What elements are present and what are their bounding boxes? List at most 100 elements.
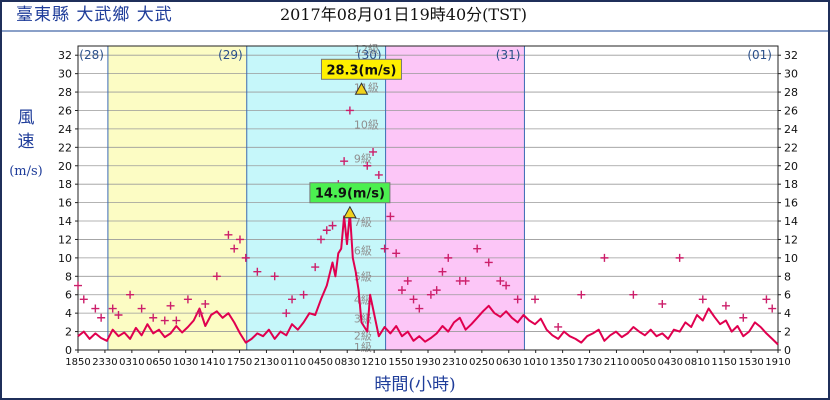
gust-point-66: [768, 304, 777, 313]
gust-point-56: [554, 322, 563, 331]
gust-point-54: [513, 295, 522, 304]
y-tick-right-15: 30: [784, 68, 798, 81]
y-tick-left-12: 24: [58, 123, 72, 136]
y-tick-right-13: 26: [784, 104, 798, 117]
x-tick-label-10: 0830: [335, 357, 360, 368]
gust-point-14: [201, 299, 210, 308]
x-tick-label-24: 1150: [711, 357, 736, 368]
gust-point-50: [473, 244, 482, 253]
gust-point-17: [230, 244, 239, 253]
gust-point-6: [126, 290, 135, 299]
gust-point-4: [108, 304, 117, 313]
gust-point-7: [137, 304, 146, 313]
mean-max-marker: [343, 205, 357, 219]
gust-point-42: [409, 295, 418, 304]
y-tick-right-4: 8: [784, 270, 791, 283]
day-label-1: (29): [218, 48, 243, 62]
gust-point-20: [253, 267, 262, 276]
gust-point-5: [114, 310, 123, 319]
mean-max-label: 14.9(m/s): [315, 187, 385, 202]
title-divider: [2, 30, 828, 32]
gust-point-64: [739, 313, 748, 322]
y-tick-left-2: 4: [65, 307, 72, 320]
gust-point-27: [322, 226, 331, 235]
day-band-4: [524, 46, 778, 350]
y-tick-left-6: 12: [58, 233, 72, 246]
gust-point-15: [212, 272, 221, 281]
observation-datetime: 2017年08月01日19時40分(TST): [280, 5, 527, 24]
gust-point-8: [149, 313, 158, 322]
y-tick-left-9: 18: [58, 178, 72, 191]
gust-point-38: [386, 212, 395, 221]
x-tick-label-3: 0650: [146, 357, 171, 368]
y-tick-left-16: 32: [58, 49, 72, 62]
beaufort-label-4: 5級: [354, 270, 372, 283]
x-tick-label-11: 1210: [361, 357, 386, 368]
gust-point-13: [195, 309, 204, 318]
y-axis-unit: (m/s): [9, 164, 43, 179]
beaufort-label-6: 7級: [354, 216, 372, 229]
gust-point-18: [235, 235, 244, 244]
beaufort-label-8: 9級: [354, 152, 372, 165]
gust-point-23: [288, 295, 297, 304]
y-axis-char-1: 風: [17, 108, 35, 128]
x-tick-label-23: 0810: [685, 357, 710, 368]
gust-point-62: [698, 295, 707, 304]
gust-point-16: [224, 230, 233, 239]
y-tick-right-5: 10: [784, 252, 798, 265]
gust-point-21: [270, 272, 279, 281]
y-tick-left-14: 28: [58, 86, 72, 99]
gust-point-36: [374, 170, 383, 179]
gust-point-65: [762, 295, 771, 304]
day-label-2: (30): [357, 48, 382, 62]
x-tick-label-8: 0110: [281, 357, 306, 368]
gust-point-26: [316, 235, 325, 244]
gust-point-46: [438, 267, 447, 276]
gust-max-label: 28.3(m/s): [326, 63, 396, 78]
x-tick-label-15: 0250: [469, 357, 494, 368]
y-tick-right-12: 24: [784, 123, 798, 136]
y-tick-right-14: 28: [784, 86, 798, 99]
gust-point-22: [282, 309, 291, 318]
y-tick-left-5: 10: [58, 252, 72, 265]
beaufort-label-5: 6級: [354, 245, 372, 258]
gust-point-61: [675, 253, 684, 262]
x-tick-label-16: 0630: [496, 357, 521, 368]
x-tick-label-0: 1850: [65, 357, 90, 368]
y-tick-right-16: 32: [784, 49, 798, 62]
gust-point-2: [91, 304, 100, 313]
x-tick-label-9: 0450: [308, 357, 333, 368]
x-axis-title: 時間(小時): [374, 375, 456, 395]
x-tick-label-19: 1730: [577, 357, 602, 368]
beaufort-label-11: 12級: [354, 43, 379, 56]
x-tick-label-22: 0430: [658, 357, 683, 368]
gust-point-58: [600, 253, 609, 262]
gust-point-49: [461, 276, 470, 285]
mean-wind-line: [77, 211, 779, 346]
day-label-3: (31): [496, 48, 521, 62]
x-tick-label-20: 2110: [604, 357, 629, 368]
x-tick-label-21: 0050: [631, 357, 656, 368]
gust-point-43: [415, 304, 424, 313]
y-axis-title: 風 速 (m/s): [8, 106, 44, 184]
y-tick-right-1: 2: [784, 326, 791, 339]
y-tick-left-4: 8: [65, 270, 72, 283]
x-tick-label-14: 2310: [442, 357, 467, 368]
y-tick-right-2: 4: [784, 307, 791, 320]
x-tick-label-4: 1030: [173, 357, 198, 368]
x-tick-label-2: 0310: [119, 357, 144, 368]
gust-point-31: [345, 106, 354, 115]
x-tick-label-26: 1910: [765, 357, 790, 368]
x-tick-label-18: 1350: [550, 357, 575, 368]
gust-point-53: [502, 281, 511, 290]
gust-point-28: [328, 221, 337, 230]
day-band-1: [107, 46, 247, 350]
y-tick-right-11: 22: [784, 141, 798, 154]
gust-point-41: [403, 276, 412, 285]
gust-point-52: [496, 276, 505, 285]
y-tick-left-1: 2: [65, 326, 72, 339]
y-tick-left-0: 0: [65, 344, 72, 357]
gust-point-12: [183, 295, 192, 304]
gust-point-39: [392, 249, 401, 258]
y-tick-left-13: 26: [58, 104, 72, 117]
